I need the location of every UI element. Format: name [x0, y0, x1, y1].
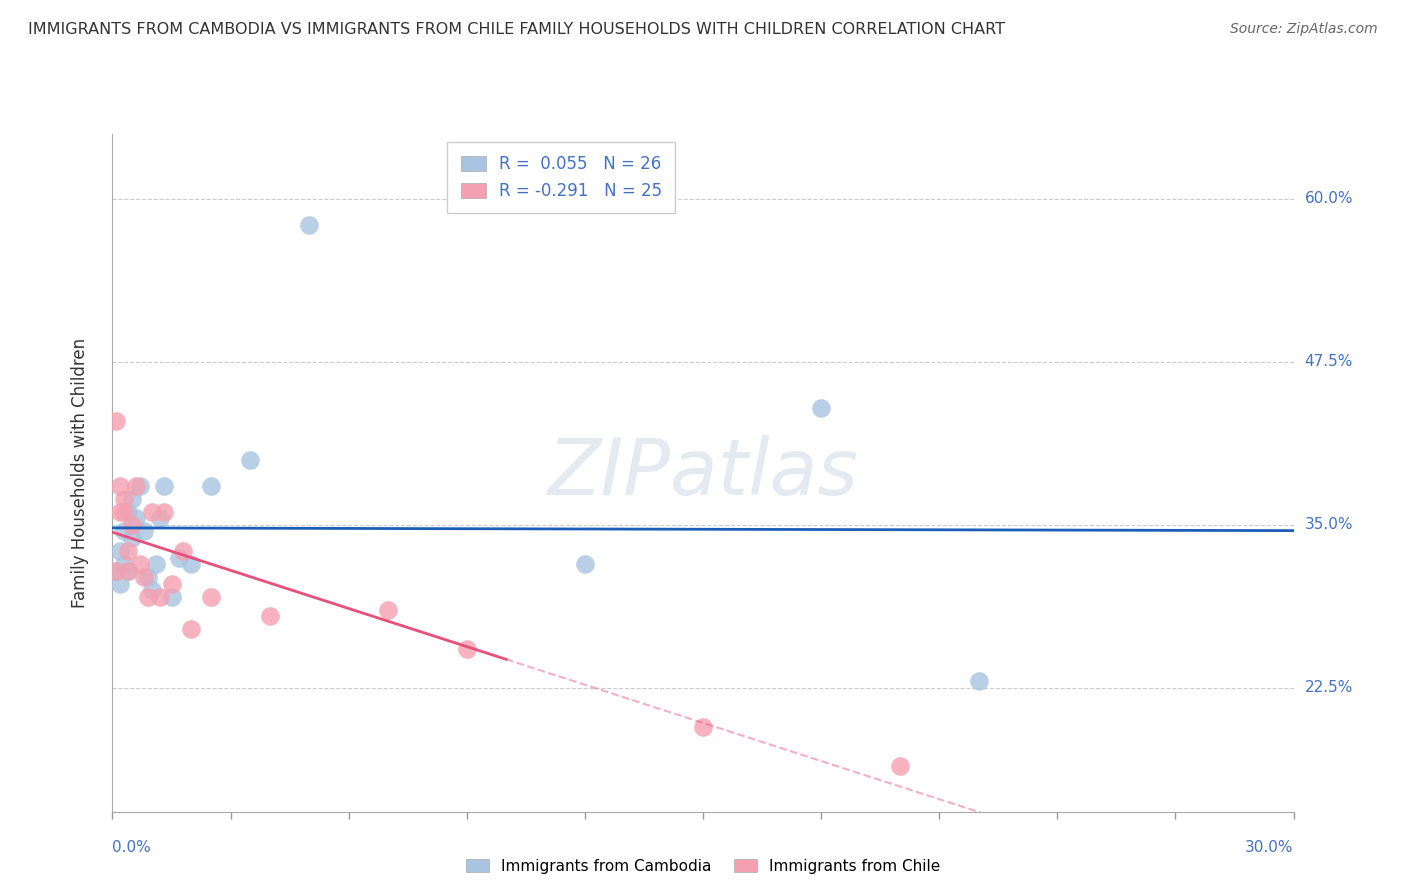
Y-axis label: Family Households with Children: Family Households with Children	[70, 338, 89, 607]
Text: 30.0%: 30.0%	[1246, 840, 1294, 855]
Point	[110, 544, 132, 558]
Point	[169, 550, 191, 565]
Text: IMMIGRANTS FROM CAMBODIA VS IMMIGRANTS FROM CHILE FAMILY HOUSEHOLDS WITH CHILDRE: IMMIGRANTS FROM CAMBODIA VS IMMIGRANTS F…	[28, 22, 1005, 37]
Point	[141, 505, 163, 519]
Point	[112, 505, 135, 519]
Text: 60.0%: 60.0%	[1305, 192, 1353, 206]
Point	[132, 570, 155, 584]
Text: 47.5%: 47.5%	[1305, 354, 1353, 369]
Point	[112, 524, 135, 539]
Point	[117, 564, 139, 578]
Point	[129, 479, 152, 493]
Point	[112, 491, 135, 506]
Point	[112, 557, 135, 571]
Point	[136, 590, 159, 604]
Legend: R =  0.055   N = 26, R = -0.291   N = 25: R = 0.055 N = 26, R = -0.291 N = 25	[447, 142, 675, 213]
Point	[145, 557, 167, 571]
Point	[180, 557, 202, 571]
Point	[117, 505, 139, 519]
Point	[125, 479, 148, 493]
Point	[105, 564, 128, 578]
Point	[180, 622, 202, 636]
Point	[149, 511, 172, 525]
Point	[129, 557, 152, 571]
Text: ZIPatlas: ZIPatlas	[547, 434, 859, 511]
Point	[110, 576, 132, 591]
Point	[136, 570, 159, 584]
Point	[298, 218, 321, 232]
Point	[152, 479, 174, 493]
Point	[574, 557, 596, 571]
Point	[172, 544, 194, 558]
Point	[967, 674, 990, 689]
Point	[117, 544, 139, 558]
Text: 35.0%: 35.0%	[1305, 517, 1353, 533]
Point	[692, 720, 714, 734]
Point	[239, 452, 262, 467]
Point	[125, 511, 148, 525]
Point	[456, 641, 478, 656]
Point	[889, 759, 911, 773]
Point	[149, 590, 172, 604]
Point	[121, 531, 143, 545]
Point	[259, 609, 281, 624]
Point	[105, 414, 128, 428]
Text: 0.0%: 0.0%	[112, 840, 152, 855]
Point	[117, 564, 139, 578]
Point	[160, 576, 183, 591]
Point	[121, 491, 143, 506]
Point	[121, 517, 143, 532]
Text: Source: ZipAtlas.com: Source: ZipAtlas.com	[1230, 22, 1378, 37]
Legend: Immigrants from Cambodia, Immigrants from Chile: Immigrants from Cambodia, Immigrants fro…	[460, 853, 946, 880]
Point	[110, 479, 132, 493]
Point	[200, 590, 222, 604]
Point	[105, 564, 128, 578]
Point	[200, 479, 222, 493]
Point	[810, 401, 832, 415]
Point	[132, 524, 155, 539]
Point	[377, 602, 399, 616]
Text: 22.5%: 22.5%	[1305, 681, 1353, 696]
Point	[160, 590, 183, 604]
Point	[141, 583, 163, 598]
Point	[152, 505, 174, 519]
Point	[110, 505, 132, 519]
